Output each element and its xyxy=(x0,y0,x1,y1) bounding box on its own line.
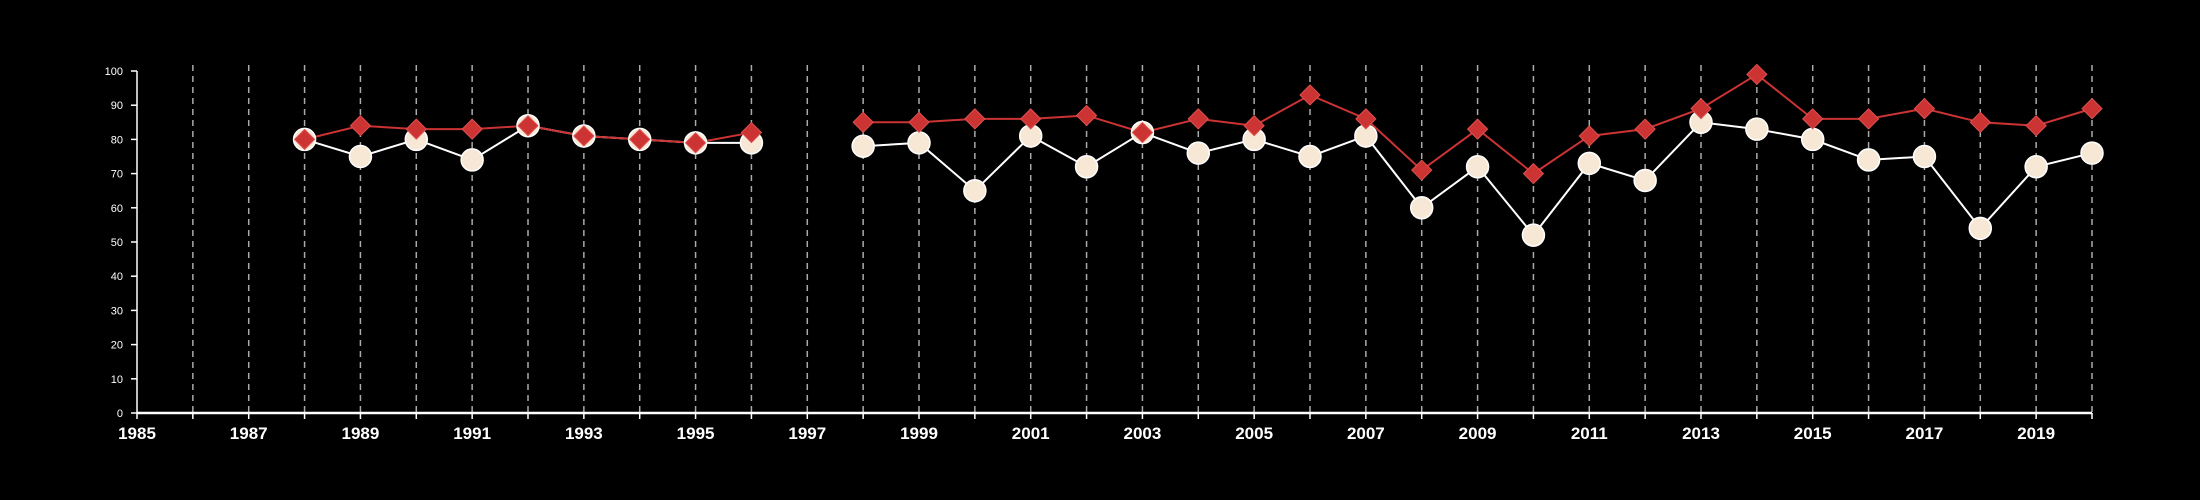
series-0-point xyxy=(1186,141,1211,165)
x-tick-label: 1991 xyxy=(453,424,491,443)
series-0-point xyxy=(1577,151,1602,176)
y-tick-label: 40 xyxy=(111,271,123,283)
series-1-point xyxy=(1802,108,1824,130)
series-1-point xyxy=(964,108,986,130)
y-tick-label: 30 xyxy=(111,305,123,317)
series-0-point xyxy=(907,131,931,155)
series-0-point xyxy=(460,148,484,172)
series-1-point xyxy=(1913,97,1936,120)
series-0-point xyxy=(1800,127,1825,152)
series-1-point xyxy=(629,128,651,151)
series-1-point xyxy=(1522,162,1545,185)
y-tick-label: 100 xyxy=(105,66,123,78)
x-tick-label: 1999 xyxy=(900,424,938,443)
series-0-point xyxy=(348,144,373,169)
series-1-point xyxy=(573,125,595,147)
series-1-point xyxy=(1411,159,1433,181)
series-1-point xyxy=(1466,118,1489,140)
x-tick-label: 2003 xyxy=(1124,424,1162,443)
series-0-point xyxy=(1465,155,1490,179)
series-1-point xyxy=(1857,108,1880,130)
x-tick-label: 1989 xyxy=(342,424,380,443)
x-tick-label: 1985 xyxy=(118,424,156,443)
x-tick-label: 1995 xyxy=(677,424,715,443)
series-0-point xyxy=(1912,144,1937,169)
series-0-point xyxy=(1968,216,1993,241)
series-0-point xyxy=(963,178,987,203)
series-0-point xyxy=(1409,196,1434,220)
x-tick-label: 2015 xyxy=(1794,424,1832,443)
series-1-point xyxy=(1634,118,1656,140)
x-tick-label: 1987 xyxy=(230,424,268,443)
series-1-point xyxy=(1969,111,1991,134)
y-tick-label: 80 xyxy=(111,134,123,146)
x-tick-label: 2013 xyxy=(1682,424,1720,443)
series-1-point xyxy=(2081,97,2103,120)
y-tick-label: 60 xyxy=(111,203,123,215)
x-tick-label: 1993 xyxy=(565,424,603,443)
series-1-point xyxy=(1020,108,1042,130)
series-1-point xyxy=(1355,108,1377,130)
series-1-point xyxy=(852,111,874,134)
y-tick-label: 50 xyxy=(111,237,123,249)
series-1-point xyxy=(1746,63,1768,86)
series-1-point xyxy=(1299,84,1321,106)
y-tick-label: 0 xyxy=(117,408,123,420)
x-tick-label: 2017 xyxy=(1906,424,1944,443)
series-0-point xyxy=(1521,223,1546,247)
series-1-point xyxy=(1131,121,1154,144)
x-tick-label: 2005 xyxy=(1235,424,1273,443)
series-1-point xyxy=(349,115,372,137)
series-1-point xyxy=(293,128,316,151)
series-0-point xyxy=(851,134,875,158)
series-1-point xyxy=(1690,97,1712,120)
series-0-point xyxy=(1074,155,1099,179)
series-1-point xyxy=(908,111,930,134)
series-1-point xyxy=(405,118,427,140)
x-tick-label: 2001 xyxy=(1012,424,1050,443)
x-tick-label: 2007 xyxy=(1347,424,1385,443)
x-tick-label: 2009 xyxy=(1459,424,1497,443)
x-tick-label: 1997 xyxy=(788,424,826,443)
x-tick-label: 2019 xyxy=(2017,424,2055,443)
series-1-point xyxy=(517,115,539,137)
y-tick-label: 70 xyxy=(111,169,123,181)
y-tick-label: 90 xyxy=(111,100,123,112)
series-1-point xyxy=(461,118,483,140)
series-1-point xyxy=(1187,108,1209,130)
y-tick-label: 10 xyxy=(111,374,123,386)
series-1-point xyxy=(740,121,763,144)
series-0-point xyxy=(1633,168,1657,193)
series-0-point xyxy=(1298,144,1322,169)
series-0-point xyxy=(1745,117,1769,141)
series-0-point xyxy=(2024,155,2048,179)
y-tick-label: 20 xyxy=(111,340,123,352)
series-1-point xyxy=(2025,115,2047,137)
series-1-point xyxy=(1578,125,1600,147)
series-0-point xyxy=(2080,141,2104,165)
series-1-point xyxy=(1075,104,1098,127)
series-1-point xyxy=(684,132,707,154)
x-tick-label: 2011 xyxy=(1571,424,1608,443)
series-0-point xyxy=(1856,148,1881,172)
series-1-point xyxy=(1243,115,1265,137)
